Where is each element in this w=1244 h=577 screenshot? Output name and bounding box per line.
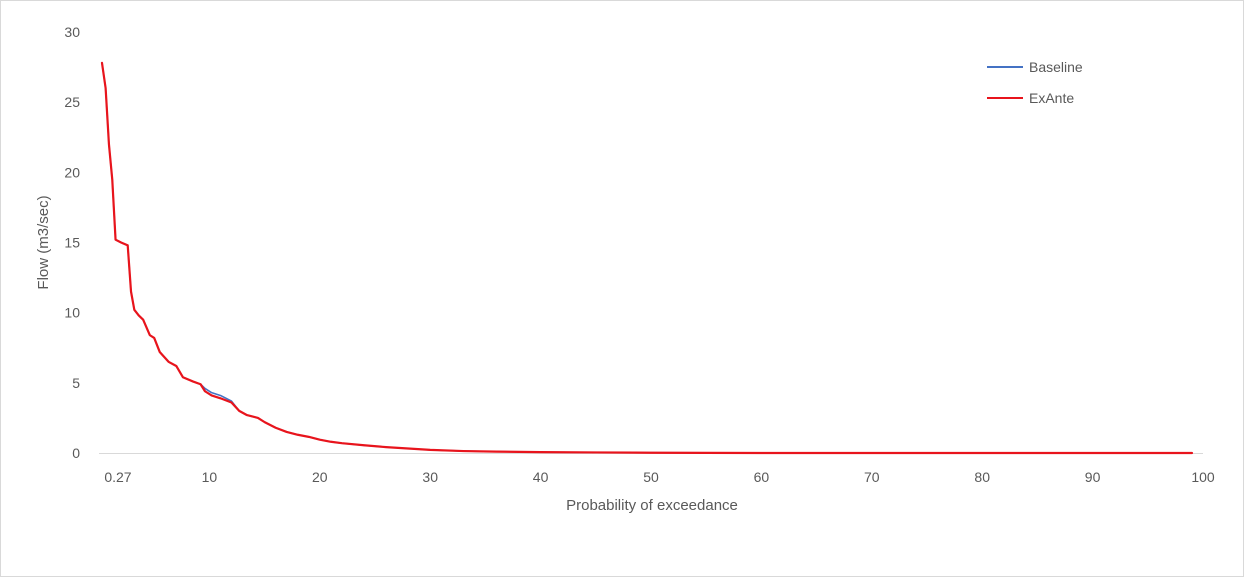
x-tick-label: 70 xyxy=(864,469,880,485)
legend-label-exante: ExAnte xyxy=(1029,90,1074,106)
y-axis-tick-labels: 0 5 10 15 20 25 30 xyxy=(64,24,80,461)
x-tick-label: 10 xyxy=(202,469,218,485)
y-tick-label: 30 xyxy=(64,24,80,40)
y-tick-label: 0 xyxy=(72,445,80,461)
y-tick-label: 20 xyxy=(64,164,80,180)
y-tick-label: 25 xyxy=(64,94,80,110)
x-tick-label: 80 xyxy=(974,469,990,485)
x-axis-title: Probability of exceedance xyxy=(566,497,738,514)
legend: Baseline ExAnte xyxy=(987,59,1083,106)
series-lines xyxy=(100,61,1194,455)
y-tick-label: 15 xyxy=(64,235,80,251)
x-tick-label: 30 xyxy=(422,469,438,485)
x-tick-label: 50 xyxy=(643,469,659,485)
y-tick-label: 10 xyxy=(64,305,80,321)
legend-label-baseline: Baseline xyxy=(1029,59,1083,75)
x-tick-label: 90 xyxy=(1085,469,1101,485)
x-axis-tick-labels: 0.27 10 20 30 40 50 60 70 80 90 100 xyxy=(104,469,1215,485)
x-tick-label: 20 xyxy=(312,469,328,485)
y-tick-label: 5 xyxy=(72,375,80,391)
x-tick-label: 100 xyxy=(1191,469,1215,485)
x-tick-label: 60 xyxy=(754,469,770,485)
x-tick-label: 0.27 xyxy=(104,469,131,485)
y-axis-title: Flow (m3/sec) xyxy=(35,195,52,289)
x-tick-label: 40 xyxy=(533,469,549,485)
series-line-exante xyxy=(100,61,1194,455)
series-line-baseline xyxy=(101,62,1193,454)
